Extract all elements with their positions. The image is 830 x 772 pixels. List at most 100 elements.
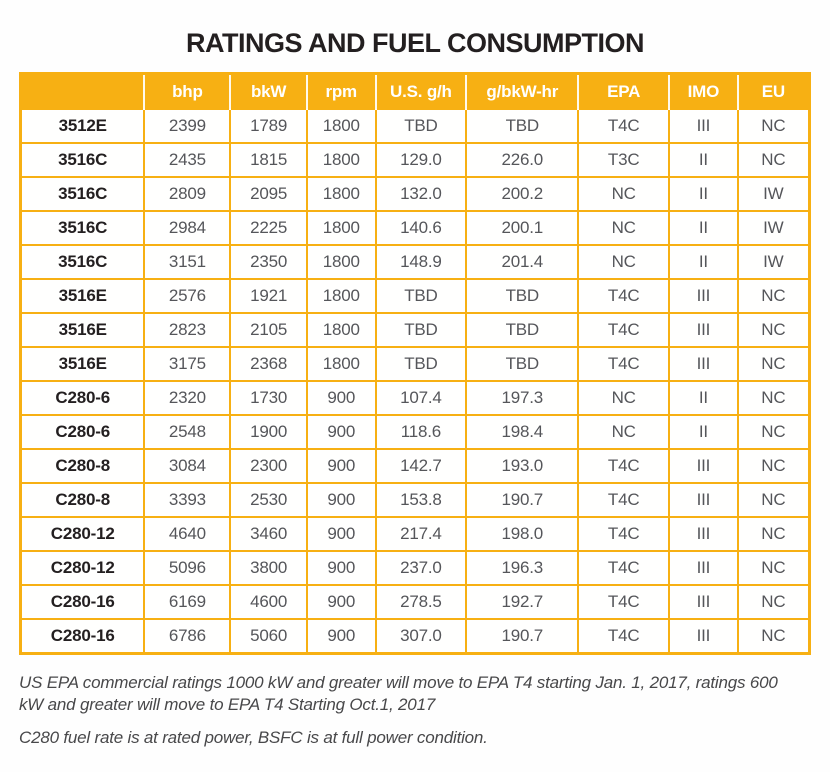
footnotes: US EPA commercial ratings 1000 kW and gr…	[19, 672, 811, 749]
value-cell: 193.0	[465, 448, 580, 484]
table-row: C280-8 3393 2530 900 153.8 190.7 T4C III NC	[19, 482, 811, 518]
value-cell: 190.7	[465, 482, 580, 518]
value-cell: NC	[736, 482, 811, 518]
value-cell: T4C	[577, 618, 671, 655]
value-cell: III	[668, 482, 739, 518]
value-cell: 197.3	[465, 380, 580, 416]
table-row: 3516E 2823 2105 1800 TBD TBD T4C III NC	[19, 312, 811, 348]
model-cell: 3516E	[19, 312, 146, 348]
ratings-fuel-consumption-table: bhp bkW rpm U.S. g/h g/bkW-hr EPA IMO EU 3512E 2…	[19, 72, 811, 655]
value-cell: 1800	[305, 176, 377, 212]
value-cell: 2530	[229, 482, 308, 518]
value-cell: 4600	[229, 584, 308, 620]
value-cell: 4640	[143, 516, 232, 552]
value-cell: 900	[305, 380, 377, 416]
value-cell: 192.7	[465, 584, 580, 620]
value-cell: 1789	[229, 108, 308, 144]
table-row: C280-8 3084 2300 900 142.7 193.0 T4C III NC	[19, 448, 811, 484]
page-title: RATINGS AND FUEL CONSUMPTION	[186, 28, 645, 58]
value-cell: IW	[736, 176, 811, 212]
value-cell: 3151	[143, 244, 232, 280]
value-cell: TBD	[465, 278, 580, 314]
value-cell: II	[668, 142, 739, 178]
value-cell: 217.4	[374, 516, 468, 552]
value-cell: NC	[736, 278, 811, 314]
value-cell: 107.4	[374, 380, 468, 416]
value-cell: 6169	[143, 584, 232, 620]
value-cell: TBD	[374, 278, 468, 314]
value-cell: 2320	[143, 380, 232, 416]
value-cell: 3393	[143, 482, 232, 518]
table-row: C280-12 4640 3460 900 217.4 198.0 T4C III NC	[19, 516, 811, 552]
value-cell: 196.3	[465, 550, 580, 586]
value-cell: 3460	[229, 516, 308, 552]
value-cell: III	[668, 278, 739, 314]
value-cell: T4C	[577, 584, 671, 620]
value-cell: 900	[305, 550, 377, 586]
value-cell: T4C	[577, 482, 671, 518]
value-cell: 6786	[143, 618, 232, 655]
table-row: 3516C 2984 2225 1800 140.6 200.1 NC II IW	[19, 210, 811, 246]
value-cell: T4C	[577, 550, 671, 586]
value-cell: NC	[736, 108, 811, 144]
value-cell: 198.0	[465, 516, 580, 552]
value-cell: NC	[736, 312, 811, 348]
value-cell: 1900	[229, 414, 308, 450]
value-cell: NC	[577, 380, 671, 416]
value-cell: 190.7	[465, 618, 580, 655]
table-row: 3516C 3151 2350 1800 148.9 201.4 NC II IW	[19, 244, 811, 280]
value-cell: 1815	[229, 142, 308, 178]
value-cell: 900	[305, 516, 377, 552]
value-cell: TBD	[374, 312, 468, 348]
value-cell: II	[668, 210, 739, 246]
value-cell: T3C	[577, 142, 671, 178]
column-header: U.S. g/h	[375, 73, 468, 109]
value-cell: 2823	[143, 312, 232, 348]
column-header-model	[20, 73, 146, 109]
value-cell: 900	[305, 448, 377, 484]
value-cell: 3175	[143, 346, 232, 382]
table-row: C280-6 2320 1730 900 107.4 197.3 NC II NC	[19, 380, 811, 416]
value-cell: T4C	[577, 516, 671, 552]
value-cell: T4C	[577, 312, 671, 348]
model-cell: C280-8	[19, 448, 146, 484]
value-cell: 1800	[305, 278, 377, 314]
column-header: rpm	[306, 73, 377, 109]
value-cell: TBD	[465, 346, 580, 382]
value-cell: 2435	[143, 142, 232, 178]
table-row: C280-6 2548 1900 900 118.6 198.4 NC II NC	[19, 414, 811, 450]
value-cell: II	[668, 244, 739, 280]
value-cell: 5096	[143, 550, 232, 586]
value-cell: 1800	[305, 108, 377, 144]
value-cell: III	[668, 312, 739, 348]
value-cell: NC	[577, 210, 671, 246]
value-cell: T4C	[577, 278, 671, 314]
footnote-epa: US EPA commercial ratings 1000 kW and gr…	[19, 673, 778, 715]
value-cell: NC	[577, 176, 671, 212]
column-header: bhp	[144, 73, 232, 109]
column-header: EU	[737, 73, 810, 109]
value-cell: 226.0	[465, 142, 580, 178]
value-cell: 2225	[229, 210, 308, 246]
value-cell: 5060	[229, 618, 308, 655]
value-cell: 1730	[229, 380, 308, 416]
table-row: 3516E 3175 2368 1800 TBD TBD T4C III NC	[19, 346, 811, 382]
table-row: 3516C 2809 2095 1800 132.0 200.2 NC II IW	[19, 176, 811, 212]
value-cell: NC	[736, 414, 811, 450]
model-cell: 3516E	[19, 346, 146, 382]
value-cell: II	[668, 414, 739, 450]
value-cell: 3800	[229, 550, 308, 586]
value-cell: 2368	[229, 346, 308, 382]
value-cell: 200.1	[465, 210, 580, 246]
value-cell: 237.0	[374, 550, 468, 586]
model-cell: C280-6	[19, 380, 146, 416]
value-cell: NC	[736, 516, 811, 552]
value-cell: TBD	[465, 312, 580, 348]
model-cell: 3516C	[19, 210, 146, 246]
model-cell: 3516C	[19, 142, 146, 178]
value-cell: II	[668, 380, 739, 416]
value-cell: NC	[736, 380, 811, 416]
column-header: IMO	[669, 73, 739, 109]
value-cell: IW	[736, 210, 811, 246]
